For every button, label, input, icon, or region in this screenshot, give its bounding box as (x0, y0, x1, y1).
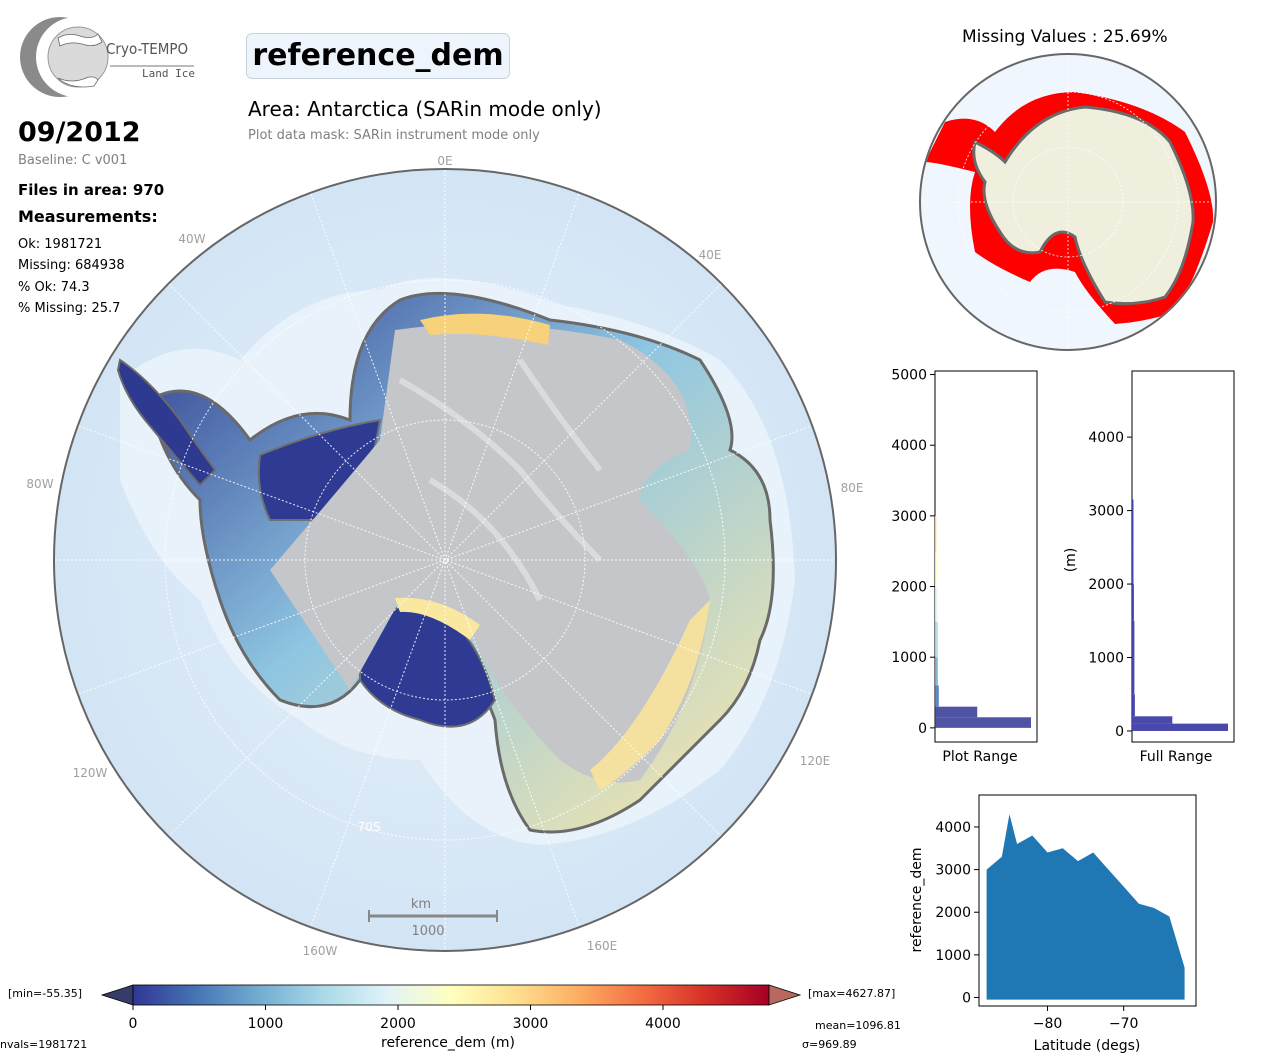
colorbar-label: reference_dem (m) (381, 1035, 515, 1051)
files-in-area: Files in area: 970 (18, 181, 165, 199)
histogram-bar (1132, 499, 1134, 511)
meridian-label-0e: 0E (437, 154, 452, 168)
meridian-label-80e: 80E (841, 481, 864, 495)
histogram-tick-label: 1000 (891, 650, 927, 666)
histogram-bar (935, 706, 978, 718)
colorbar: 0 1000 2000 3000 4000 (100, 984, 802, 1031)
scatter-xlabel: Latitude (degs) (1034, 1038, 1141, 1054)
histogram-bar (1132, 584, 1134, 621)
scale-bar-value: 1000 (411, 924, 444, 939)
meridian-label-120e: 120E (800, 754, 831, 768)
histogram-bar (1132, 657, 1135, 695)
histogram-tick-label: 0 (918, 721, 927, 737)
meridian-label-40w: 40W (178, 232, 205, 246)
histogram-bar (1132, 547, 1134, 585)
histogram-bar (1132, 716, 1173, 724)
logo-name: Cryo-TEMPO (106, 40, 189, 58)
histogram-bar (935, 586, 938, 622)
colorbar-tick-label: 0 (129, 1016, 138, 1031)
scale-bar: km 1000 (368, 897, 498, 939)
histogram-bar (1132, 723, 1228, 731)
stat-missing: Missing: 684938 (18, 258, 125, 273)
colorbar-tick-label: 2000 (380, 1016, 416, 1031)
histogram-tick-label: 5000 (891, 368, 927, 384)
histogram-bar (935, 685, 939, 707)
colorbar-min-label: [min=-55.35] (8, 987, 83, 1000)
colorbar-tick-label: 1000 (248, 1016, 284, 1031)
histogram-full-range-xlabel: Full Range (1140, 749, 1213, 765)
scatter-y-tick-label: 0 (962, 990, 971, 1006)
histogram-tick-label: 2000 (1088, 577, 1124, 593)
scatter-x-tick-label: −80 (1033, 1016, 1063, 1032)
mean-label: mean=1096.81 (815, 1019, 901, 1032)
histogram-tick-label: 0 (1115, 724, 1124, 740)
histogram-tick-label: 1000 (1088, 651, 1124, 667)
meridian-label-160e: 160E (587, 939, 618, 953)
colorbar-under-arrow (100, 984, 134, 1006)
stat-percent-missing: % Missing: 25.7 (18, 301, 121, 316)
histogram-full-range-ylabel: (m) (1063, 548, 1079, 573)
nvals-label: nvals=1981721 (0, 1038, 88, 1051)
meridian-label-40e: 40E (699, 248, 722, 262)
histogram-bar (935, 621, 938, 658)
histogram-bar (935, 551, 937, 587)
missing-values-map (919, 53, 1217, 351)
scatter-points-cloud (986, 814, 1185, 1000)
histogram-bar (935, 657, 938, 686)
scatter-x-tick-label: −70 (1109, 1016, 1139, 1032)
histogram-tick-label: 4000 (1088, 430, 1124, 446)
histogram-full-range: 0 1000 2000 3000 4000 (m) Full Range (1063, 370, 1235, 765)
colorbar-gradient (132, 984, 770, 1006)
meridian-label-80w: 80W (26, 477, 53, 491)
histogram-tick-label: 3000 (1088, 504, 1124, 520)
colorbar-max-label: [max=4627.87] (808, 987, 896, 1000)
antarctica-map: 0E 40E 80E 120E 160E 160W 120W 80W 40W 7… (26, 154, 864, 958)
logo: Cryo-TEMPO Land Ice (18, 16, 198, 98)
histogram-tick-label: 3000 (891, 509, 927, 525)
colorbar-over-arrow (768, 984, 802, 1006)
histogram-bar (1132, 620, 1135, 658)
scatter-latitude-plot: −80 −70 0 1000 2000 3000 4000 Latitude (degs)… (909, 794, 1197, 1054)
colorbar-tick-label: 4000 (645, 1016, 681, 1031)
histogram-tick-label: 4000 (891, 438, 927, 454)
stat-percent-ok: % Ok: 74.3 (18, 280, 90, 295)
histogram-plot-range-xlabel: Plot Range (942, 749, 1017, 765)
parameter-title: reference_dem (246, 33, 510, 79)
area-title: Area: Antarctica (SARin mode only) (248, 97, 602, 121)
meridian-label-120w: 120W (73, 766, 108, 780)
histogram-bar (1132, 510, 1134, 548)
colorbar-tick-label: 3000 (513, 1016, 549, 1031)
histogram-bar (1132, 694, 1135, 717)
sigma-label: σ=969.89 (802, 1038, 857, 1051)
latitude-label-70s: 70S (358, 820, 381, 834)
inset-antarctica (972, 105, 1195, 306)
interior-hillshade (270, 324, 710, 783)
mask-note: Plot data mask: SARin instrument mode on… (248, 128, 540, 143)
histogram-bar (935, 515, 937, 552)
histogram-tick-label: 2000 (891, 580, 927, 596)
scatter-y-tick-label: 2000 (935, 905, 971, 921)
logo-subtitle: Land Ice (142, 67, 195, 80)
missing-values-title: Missing Values : 25.69% (962, 27, 1168, 47)
measurements-label: Measurements: (18, 207, 158, 226)
meridian-label-160w: 160W (303, 944, 338, 958)
scatter-y-tick-label: 3000 (935, 863, 971, 879)
date-label: 09/2012 (18, 117, 141, 148)
baseline-label: Baseline: C v001 (18, 153, 128, 168)
cryo-tempo-logo-icon (20, 17, 194, 97)
histogram-bar (935, 717, 1031, 728)
scatter-y-tick-label: 1000 (935, 948, 971, 964)
histogram-plot-range: 0 1000 2000 3000 4000 5000 Plot Range (891, 368, 1038, 765)
scatter-ylabel: reference_dem (909, 848, 925, 953)
scatter-y-tick-label: 4000 (935, 820, 971, 836)
scale-bar-unit: km (411, 897, 431, 912)
stat-ok: Ok: 1981721 (18, 237, 103, 252)
